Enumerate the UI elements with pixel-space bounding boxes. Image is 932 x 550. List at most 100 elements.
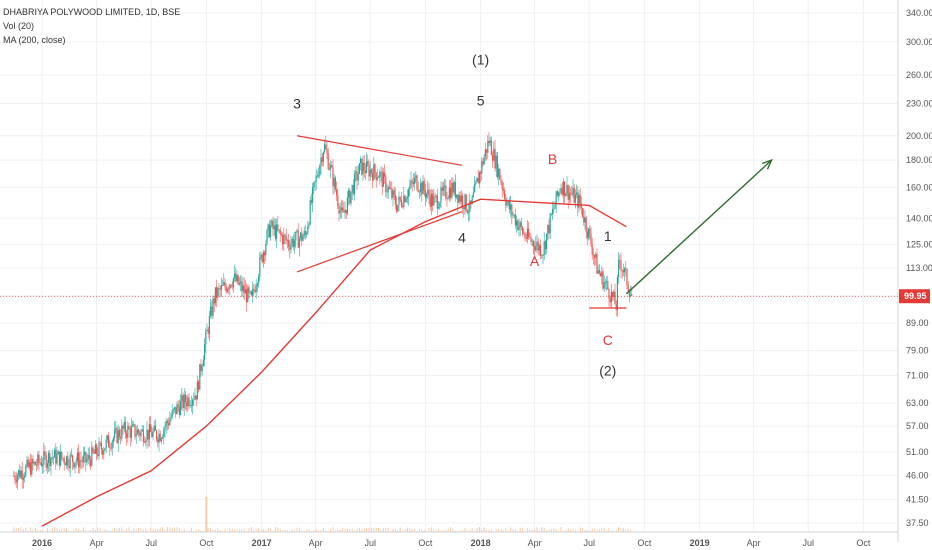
- candle-body: [14, 475, 16, 480]
- candle-body: [442, 186, 444, 191]
- volume-bar: [356, 528, 358, 532]
- volume-bar: [577, 530, 579, 532]
- candle-body: [486, 149, 488, 153]
- candle-body: [513, 214, 515, 216]
- candle-body: [354, 173, 356, 194]
- candle-body: [139, 432, 141, 436]
- candle-body: [474, 183, 476, 193]
- candle-body: [415, 175, 417, 179]
- candle-body: [440, 187, 442, 203]
- candle-body: [339, 210, 341, 214]
- candle-body: [57, 451, 59, 455]
- candle-body: [100, 442, 102, 450]
- candle-body: [229, 284, 231, 290]
- candle-body: [260, 254, 262, 258]
- candle-body: [386, 191, 388, 193]
- candle-body: [604, 282, 606, 284]
- volume-bar: [51, 528, 53, 532]
- volume-bar: [562, 530, 564, 532]
- volume-bar: [222, 530, 224, 532]
- candle-body: [529, 237, 531, 238]
- candle-body: [183, 394, 185, 408]
- candle-body: [457, 194, 459, 203]
- candle-body: [141, 429, 143, 431]
- time-tick-label: Oct: [418, 538, 433, 548]
- volume-bar: [366, 527, 368, 532]
- volume-bar: [486, 529, 488, 532]
- candle-body: [133, 424, 135, 426]
- candle-body: [30, 462, 32, 475]
- candle-body: [576, 192, 578, 195]
- candle-body: [362, 162, 364, 175]
- volume-bar: [322, 528, 324, 532]
- candle-body: [396, 204, 398, 212]
- candle-body: [217, 288, 219, 298]
- candle-body: [298, 238, 300, 248]
- volume-bar: [481, 529, 483, 532]
- volume-bar: [567, 528, 569, 532]
- candle-body: [388, 186, 390, 189]
- candle-body: [615, 304, 617, 310]
- candle-body: [43, 451, 45, 465]
- candle-body: [91, 447, 93, 466]
- candle-body: [333, 177, 335, 187]
- candle-body: [597, 270, 599, 274]
- volume-bar: [363, 528, 365, 532]
- volume-bar: [267, 527, 269, 532]
- candle-body: [117, 429, 119, 443]
- candle-body: [240, 281, 242, 284]
- volume-bar: [454, 530, 456, 532]
- candle-body: [412, 182, 414, 184]
- candle-body: [609, 298, 611, 303]
- candle-body: [174, 407, 176, 410]
- volume-bar: [320, 529, 322, 532]
- candle-body: [417, 189, 419, 192]
- volume-bar: [226, 530, 228, 532]
- volume-bar: [63, 528, 65, 532]
- volume-bar: [618, 527, 620, 532]
- candle-body: [600, 273, 602, 277]
- candle-body: [574, 194, 576, 203]
- volume-bar: [116, 528, 118, 532]
- volume-bar: [229, 528, 231, 532]
- candle-body: [517, 220, 519, 230]
- volume-bar: [524, 530, 526, 532]
- volume-bar: [409, 528, 411, 532]
- volume-bar: [613, 530, 615, 532]
- volume-bar: [171, 528, 173, 532]
- candle-body: [160, 438, 162, 442]
- candle-body: [222, 285, 224, 286]
- candle-body: [586, 231, 588, 238]
- candle-body: [310, 200, 312, 203]
- time-tick-label: Apr: [90, 538, 104, 548]
- candle-body: [582, 207, 584, 217]
- candle-body: [364, 170, 366, 173]
- candle-body: [414, 178, 416, 184]
- candle-body: [458, 195, 460, 203]
- candle-body: [253, 288, 255, 291]
- candle-body: [319, 165, 321, 176]
- candle-body: [500, 179, 502, 183]
- candle-body: [242, 285, 244, 292]
- candle-body: [285, 235, 287, 241]
- candle-body: [289, 246, 291, 250]
- candle-body: [390, 188, 392, 190]
- volume-bar: [529, 529, 531, 532]
- volume-bar: [212, 530, 214, 532]
- candle-body: [170, 417, 172, 420]
- candle-body: [294, 240, 296, 247]
- candle-body: [64, 463, 66, 466]
- candle-body: [267, 224, 269, 231]
- volume-indicator-label: Vol (20): [3, 21, 35, 31]
- candle-body: [296, 230, 298, 232]
- candle-body: [453, 181, 455, 193]
- candle-body: [129, 428, 131, 438]
- volume-bar: [207, 528, 209, 532]
- time-tick-label: Jul: [145, 538, 157, 548]
- candle-body: [238, 283, 240, 285]
- candle-body: [106, 435, 108, 440]
- volume-bar: [265, 529, 267, 532]
- candle-body: [165, 421, 167, 427]
- candle-body: [583, 216, 585, 223]
